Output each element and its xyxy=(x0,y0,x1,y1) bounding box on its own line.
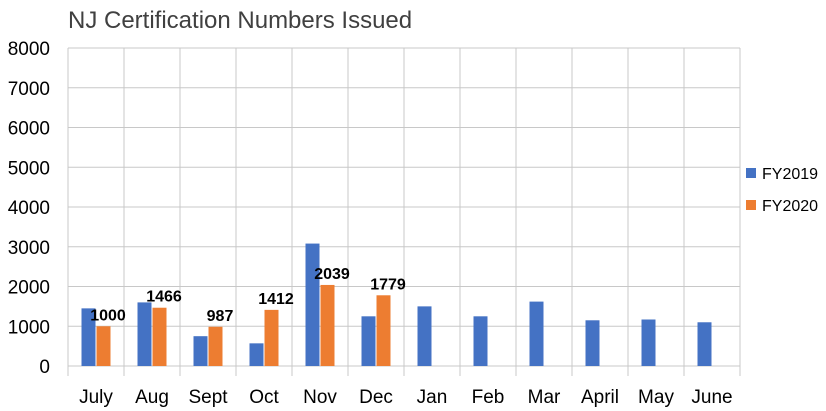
bars xyxy=(81,243,712,366)
data-label: 1779 xyxy=(370,276,406,293)
bar-fy2019-sept xyxy=(193,336,208,366)
y-tick-label: 3000 xyxy=(8,238,50,259)
y-axis: 0 1000 2000 3000 4000 5000 6000 7000 8000 xyxy=(8,39,50,378)
chart-title: NJ Certification Numbers Issued xyxy=(68,7,412,34)
bar-fy2019-feb xyxy=(473,316,488,366)
bar-fy2019-july xyxy=(81,308,96,366)
x-tick-label: June xyxy=(691,387,732,408)
bar-fy2020-july xyxy=(96,326,111,366)
y-tick-label: 5000 xyxy=(8,158,50,179)
y-tick-label: 6000 xyxy=(8,119,50,140)
x-axis: July Aug Sept Oct Nov Dec Jan Feb Mar April May Jun… xyxy=(79,387,733,408)
bar-fy2020-oct xyxy=(264,309,279,366)
legend-label: FY2020 xyxy=(762,198,818,215)
data-label: 1412 xyxy=(258,291,294,308)
x-tick-label: Nov xyxy=(303,387,337,408)
x-tick-label: Sept xyxy=(188,387,228,408)
y-tick-label: 1000 xyxy=(8,317,50,338)
bar-fy2019-mar xyxy=(529,301,544,366)
bar-fy2020-dec xyxy=(376,295,391,366)
bar-fy2020-aug xyxy=(152,307,167,366)
x-tick-label: Oct xyxy=(249,387,279,408)
y-tick-label: 0 xyxy=(39,357,50,378)
bar-fy2019-oct xyxy=(249,343,264,366)
x-tick-label: Dec xyxy=(359,387,393,408)
y-tick-label: 7000 xyxy=(8,79,50,100)
legend-swatch-fy2020 xyxy=(746,200,756,210)
data-label: 1000 xyxy=(90,307,126,324)
bar-fy2020-sept xyxy=(208,326,223,366)
x-tick-label: Mar xyxy=(528,387,561,408)
data-label: 1466 xyxy=(146,289,182,306)
legend-label: FY2019 xyxy=(762,166,818,183)
x-tick-label: May xyxy=(638,387,674,408)
bar-fy2019-june xyxy=(697,322,712,366)
y-tick-label: 8000 xyxy=(8,39,50,60)
bar-fy2019-may xyxy=(641,319,656,366)
x-tick-label: Feb xyxy=(472,387,505,408)
y-tick-label: 2000 xyxy=(8,278,50,299)
bar-fy2020-nov xyxy=(320,284,335,366)
legend-swatch-fy2019 xyxy=(746,168,756,178)
x-tick-label: Jan xyxy=(417,387,448,408)
bar-fy2019-nov xyxy=(305,243,320,366)
x-tick-label: April xyxy=(581,387,619,408)
data-labels: 1000 1466 987 1412 2039 1779 xyxy=(90,266,406,325)
bar-fy2019-jan xyxy=(417,306,432,366)
data-label: 987 xyxy=(207,308,234,325)
legend: FY2019 FY2020 xyxy=(746,166,818,215)
data-label: 2039 xyxy=(314,266,350,283)
x-tick-label: Aug xyxy=(135,387,169,408)
grid-lines xyxy=(67,47,741,376)
bar-fy2019-aug xyxy=(137,302,152,366)
bar-fy2019-april xyxy=(585,320,600,366)
y-tick-label: 4000 xyxy=(8,198,50,219)
x-tick-label: July xyxy=(79,387,113,408)
bar-fy2019-dec xyxy=(361,316,376,366)
